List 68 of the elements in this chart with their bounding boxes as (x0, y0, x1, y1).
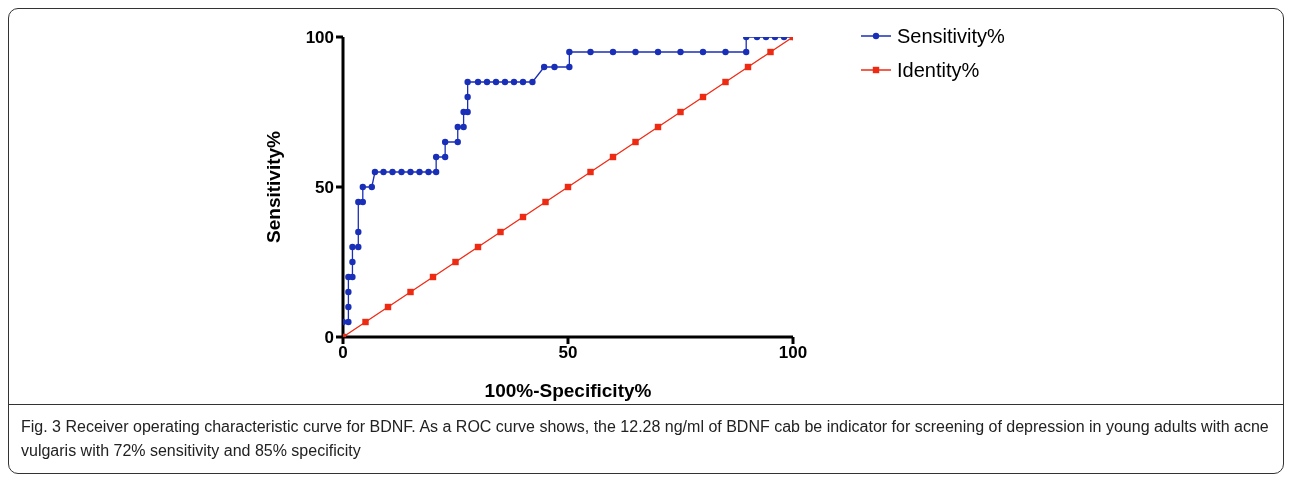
point (454, 138, 461, 146)
point (722, 78, 729, 86)
point (464, 78, 471, 86)
point (359, 183, 366, 191)
point (510, 78, 518, 86)
point (380, 168, 387, 176)
point (464, 108, 471, 116)
point (441, 138, 449, 146)
point (407, 288, 414, 296)
point (349, 243, 356, 251)
point (464, 93, 471, 101)
y-tick-label: 0 (324, 328, 334, 348)
point (722, 48, 729, 56)
point (519, 78, 527, 86)
point (345, 303, 352, 311)
point (441, 153, 449, 161)
point (483, 78, 491, 86)
point (587, 168, 594, 176)
point (551, 63, 558, 71)
point (632, 48, 639, 56)
point (398, 168, 405, 176)
point (407, 168, 414, 176)
point (609, 48, 617, 56)
point (566, 63, 573, 71)
point (767, 48, 774, 56)
point (542, 198, 549, 206)
point (432, 168, 440, 176)
point (355, 228, 362, 236)
y-tick-label: 100 (305, 28, 334, 48)
point (677, 108, 684, 116)
point (432, 153, 440, 161)
x-tick-label: 100 (778, 343, 808, 363)
point (540, 63, 548, 71)
point (497, 228, 504, 236)
point (460, 123, 467, 131)
point (349, 258, 356, 266)
point (452, 258, 459, 266)
legend-label: Sensitivity% (897, 24, 1005, 49)
point (371, 168, 379, 176)
point (492, 78, 500, 86)
y-axis-title: Sensitivity% (262, 130, 284, 243)
point (362, 318, 369, 326)
point (389, 168, 396, 176)
point (345, 288, 352, 296)
point (359, 198, 366, 206)
x-tick-label: 0 (338, 343, 348, 363)
y-tick-label: 50 (315, 178, 334, 198)
x-axis-title: 100%-Specificity% (484, 380, 652, 401)
point (699, 48, 707, 56)
point (654, 48, 662, 56)
point (474, 78, 482, 86)
legend-label: Identity% (897, 58, 980, 83)
point (587, 48, 594, 56)
caption: Fig. 3 Receiver operating characteristic curve for BDNF. As a ROC curve shows, the 12.28 ng/ml of BDNF cab be indicator for screening of depression in young adults with acne vulgaris with 72% sensitivity and 85% specificity (21, 417, 1270, 461)
point (529, 78, 536, 86)
point (632, 138, 639, 146)
point (454, 123, 461, 131)
point (425, 168, 432, 176)
point (566, 48, 573, 56)
point (677, 48, 684, 56)
x-tick-label: 50 (558, 343, 578, 363)
point (416, 168, 423, 176)
point (345, 318, 352, 326)
point (501, 78, 509, 86)
point (349, 273, 356, 281)
point (368, 183, 375, 191)
point (743, 48, 750, 56)
point (355, 243, 362, 251)
